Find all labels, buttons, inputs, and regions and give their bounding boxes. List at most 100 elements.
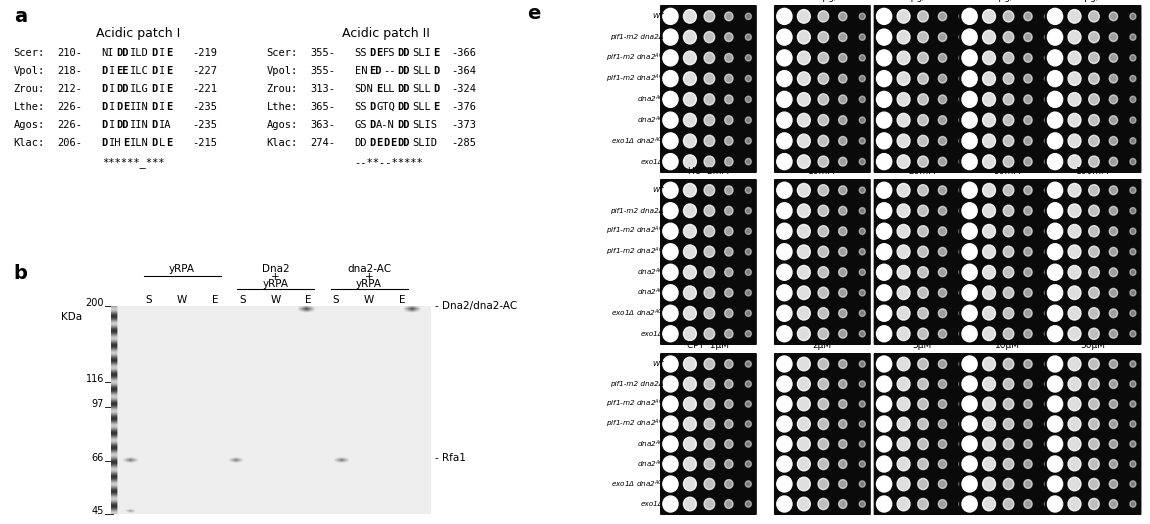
Text: 355-: 355- xyxy=(310,66,336,76)
Circle shape xyxy=(938,74,946,83)
Circle shape xyxy=(724,499,733,508)
Circle shape xyxy=(876,376,891,392)
Circle shape xyxy=(938,460,946,468)
Text: -373: -373 xyxy=(452,121,476,130)
Circle shape xyxy=(982,286,996,300)
Circle shape xyxy=(876,496,891,512)
Text: Lthe:: Lthe: xyxy=(267,102,298,112)
Circle shape xyxy=(1048,396,1063,412)
Circle shape xyxy=(797,204,811,217)
Circle shape xyxy=(683,72,697,85)
Circle shape xyxy=(1129,34,1136,40)
Circle shape xyxy=(876,436,891,452)
Circle shape xyxy=(982,437,996,451)
Circle shape xyxy=(1068,417,1081,431)
Circle shape xyxy=(797,357,811,371)
Circle shape xyxy=(876,29,891,45)
Circle shape xyxy=(1003,11,1014,22)
Circle shape xyxy=(1068,72,1081,85)
Text: dna2$^{AC}$: dna2$^{AC}$ xyxy=(637,458,664,470)
Circle shape xyxy=(662,456,678,472)
Text: --**--*****: --**--***** xyxy=(354,157,423,167)
Circle shape xyxy=(1024,420,1033,429)
Circle shape xyxy=(938,227,946,236)
Circle shape xyxy=(776,476,792,492)
Circle shape xyxy=(918,226,928,237)
Circle shape xyxy=(876,264,891,280)
Circle shape xyxy=(1048,376,1063,392)
Circle shape xyxy=(1044,441,1050,447)
Circle shape xyxy=(818,478,829,489)
Text: D: D xyxy=(152,84,158,94)
Text: PHL  2μg/mL: PHL 2μg/mL xyxy=(793,0,851,2)
Text: 100mM: 100mM xyxy=(1076,167,1110,176)
Circle shape xyxy=(982,9,996,23)
Text: W: W xyxy=(270,295,281,305)
Circle shape xyxy=(982,266,996,279)
Circle shape xyxy=(797,93,811,106)
Circle shape xyxy=(1048,496,1063,512)
Circle shape xyxy=(959,13,965,19)
Circle shape xyxy=(1068,397,1081,411)
Circle shape xyxy=(797,417,811,431)
Circle shape xyxy=(897,245,910,258)
Circle shape xyxy=(683,51,697,64)
Circle shape xyxy=(876,71,891,86)
Circle shape xyxy=(1129,96,1136,103)
Text: pif1-m2 dna2$^{AC}$: pif1-m2 dna2$^{AC}$ xyxy=(606,398,664,410)
Text: Klac:: Klac: xyxy=(14,138,45,148)
FancyBboxPatch shape xyxy=(774,353,871,515)
Circle shape xyxy=(1048,203,1063,219)
Circle shape xyxy=(683,183,697,197)
Text: Agos:: Agos: xyxy=(267,121,298,130)
Circle shape xyxy=(704,439,714,450)
Circle shape xyxy=(818,115,829,126)
Circle shape xyxy=(938,309,946,318)
Text: Zrou:: Zrou: xyxy=(14,84,45,94)
Circle shape xyxy=(1110,330,1118,338)
Text: SS: SS xyxy=(354,102,367,112)
Circle shape xyxy=(1129,228,1136,234)
Circle shape xyxy=(1068,437,1081,451)
Circle shape xyxy=(818,205,829,216)
Circle shape xyxy=(662,305,678,321)
Circle shape xyxy=(776,305,792,321)
Circle shape xyxy=(662,133,678,149)
Circle shape xyxy=(961,436,978,452)
Circle shape xyxy=(961,182,978,198)
Text: DD: DD xyxy=(398,84,411,94)
Circle shape xyxy=(1129,158,1136,165)
Circle shape xyxy=(704,378,714,390)
Circle shape xyxy=(959,290,965,296)
Text: exo1Δ: exo1Δ xyxy=(641,501,664,507)
FancyBboxPatch shape xyxy=(774,5,871,173)
Circle shape xyxy=(704,52,714,63)
Circle shape xyxy=(1044,187,1050,193)
Circle shape xyxy=(838,499,848,508)
Text: dna2$^{AC}$: dna2$^{AC}$ xyxy=(637,267,664,278)
Circle shape xyxy=(1068,377,1081,391)
Text: E: E xyxy=(123,102,130,112)
Circle shape xyxy=(745,481,751,487)
Circle shape xyxy=(982,134,996,148)
Circle shape xyxy=(1048,456,1063,472)
Circle shape xyxy=(662,182,678,198)
Circle shape xyxy=(776,456,792,472)
Circle shape xyxy=(1048,223,1063,239)
Circle shape xyxy=(1003,458,1014,470)
Circle shape xyxy=(662,91,678,107)
Circle shape xyxy=(838,440,848,449)
Text: D: D xyxy=(101,102,108,112)
Circle shape xyxy=(982,30,996,44)
Circle shape xyxy=(745,138,751,144)
Circle shape xyxy=(838,330,848,338)
Circle shape xyxy=(1024,12,1033,21)
Circle shape xyxy=(961,305,978,321)
Circle shape xyxy=(1048,326,1063,342)
Circle shape xyxy=(724,288,733,297)
Text: 365-: 365- xyxy=(310,102,336,112)
Circle shape xyxy=(1003,398,1014,410)
Circle shape xyxy=(683,327,697,341)
Circle shape xyxy=(704,184,714,196)
Circle shape xyxy=(918,267,928,278)
